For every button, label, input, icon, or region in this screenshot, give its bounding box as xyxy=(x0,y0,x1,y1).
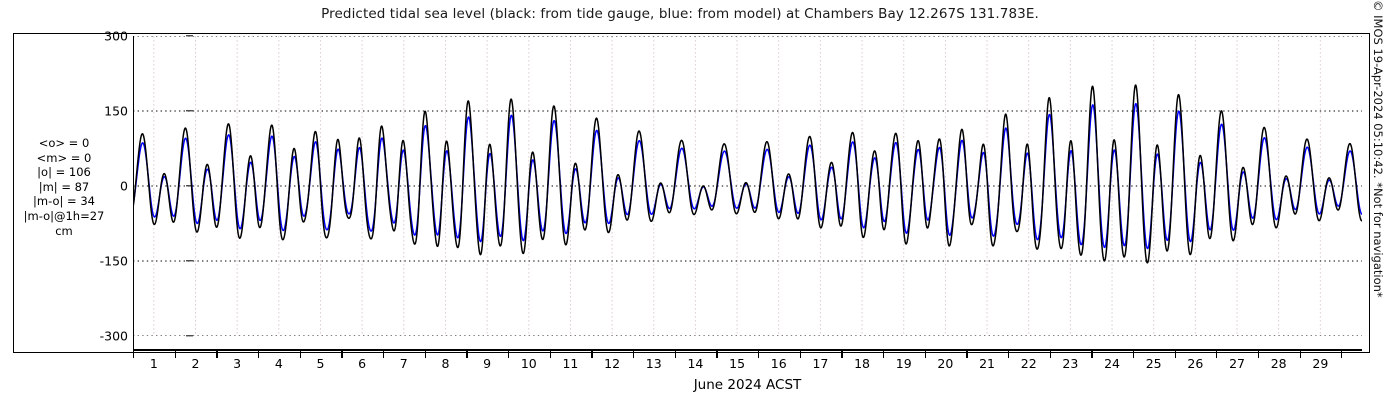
x-tick-mark xyxy=(1132,350,1135,358)
y-tick-mark xyxy=(186,335,193,337)
x-tick-mark xyxy=(257,350,260,358)
x-tick-label: 21 xyxy=(979,356,995,371)
x-tick-mark xyxy=(341,350,343,358)
x-tick-label: 17 xyxy=(812,356,829,371)
x-tick-label: 28 xyxy=(1270,356,1287,371)
x-tick-mark xyxy=(1216,350,1218,358)
x-tick-mark xyxy=(1174,350,1176,358)
x-tick-label: 26 xyxy=(1187,356,1204,371)
x-tick-mark xyxy=(966,350,968,358)
x-tick-label: 27 xyxy=(1229,356,1245,371)
x-tick-mark xyxy=(1049,350,1051,358)
x-tick-mark xyxy=(1007,350,1010,358)
x-tick-mark xyxy=(549,350,551,358)
x-tick-label: 4 xyxy=(274,356,283,371)
x-tick-mark xyxy=(382,350,385,358)
x-tick-label: 3 xyxy=(233,356,242,371)
x-tick-mark xyxy=(591,350,593,358)
y-axis-line xyxy=(133,36,135,350)
x-tick-label: 15 xyxy=(729,356,746,371)
x-tick-mark xyxy=(757,350,760,358)
x-tick-mark xyxy=(799,350,801,358)
x-tick-label: 24 xyxy=(1104,356,1120,371)
x-tick-mark xyxy=(1257,350,1260,358)
x-tick-label: 1 xyxy=(149,356,158,371)
x-axis-line xyxy=(133,349,1362,351)
stat-abs-observed: |o| = 106 xyxy=(37,165,91,180)
x-tick-mark xyxy=(466,350,468,358)
x-tick-mark xyxy=(1341,350,1343,358)
x-axis-label: June 2024 ACST xyxy=(693,377,802,393)
stat-mean-observed: <o> = 0 xyxy=(38,136,90,150)
stat-unit: cm xyxy=(55,223,73,238)
chart-title: Predicted tidal sea level (black: from t… xyxy=(321,6,1039,22)
x-tick-label: 7 xyxy=(399,356,408,371)
x-tick-label: 11 xyxy=(562,356,579,371)
statistics-block: <o> = 0 <m> = 0 |o| = 106 |m| = 87 |m-o|… xyxy=(8,136,120,238)
x-tick-label: 8 xyxy=(441,356,450,371)
x-tick-label: 16 xyxy=(770,356,787,371)
x-tick-mark xyxy=(133,350,135,358)
x-tick-label: 22 xyxy=(1020,356,1037,371)
x-tick-label: 23 xyxy=(1062,356,1079,371)
stat-abs-diff: |m-o| = 34 xyxy=(33,194,95,209)
x-tick-mark xyxy=(1091,350,1093,358)
x-tick-label: 14 xyxy=(687,356,704,371)
x-tick-mark xyxy=(299,350,301,358)
x-tick-mark xyxy=(674,350,676,358)
x-tick-mark xyxy=(882,350,885,358)
stat-mean-model: <m> = 0 xyxy=(36,150,92,165)
x-tick-mark xyxy=(1299,350,1301,358)
x-tick-mark xyxy=(924,350,926,358)
x-tick-label: 19 xyxy=(895,356,912,371)
plot-area xyxy=(133,36,1362,336)
x-tick-mark xyxy=(507,350,510,358)
x-tick-mark xyxy=(841,350,843,358)
x-tick-label: 10 xyxy=(520,356,537,371)
y-tick-label: -150 xyxy=(99,253,128,269)
x-tick-mark xyxy=(424,350,426,358)
y-tick-label: 0 xyxy=(120,178,128,194)
x-tick-label: 25 xyxy=(1145,356,1162,371)
x-tick-mark xyxy=(216,350,218,358)
x-tick-mark xyxy=(632,350,635,358)
copyright-notice: © IMOS 19-Apr-2024 05:10:42. *Not for na… xyxy=(1371,0,1385,298)
tidal-series-svg xyxy=(133,36,1362,336)
y-tick-label: -300 xyxy=(99,328,128,344)
stat-abs-model: |m| = 87 xyxy=(38,179,90,194)
x-tick-label: 5 xyxy=(316,356,325,371)
stat-abs-diff-1h: |m-o|@1h=27 xyxy=(23,208,105,223)
x-tick-label: 12 xyxy=(604,356,621,371)
x-tick-label: 9 xyxy=(483,356,492,371)
x-tick-label: 6 xyxy=(358,356,367,371)
x-tick-label: 20 xyxy=(937,356,954,371)
y-tick-label: 300 xyxy=(104,28,128,44)
outer-frame xyxy=(13,33,1370,353)
y-tick-label: 150 xyxy=(104,103,128,119)
x-tick-mark xyxy=(174,350,176,358)
x-tick-label: 18 xyxy=(854,356,871,371)
x-tick-label: 13 xyxy=(645,356,662,371)
x-tick-label: 29 xyxy=(1312,356,1329,371)
x-tick-mark xyxy=(716,350,718,358)
x-tick-label: 2 xyxy=(191,356,200,371)
y-axis-ticks: 300 150 0 -150 -300 xyxy=(60,29,193,344)
